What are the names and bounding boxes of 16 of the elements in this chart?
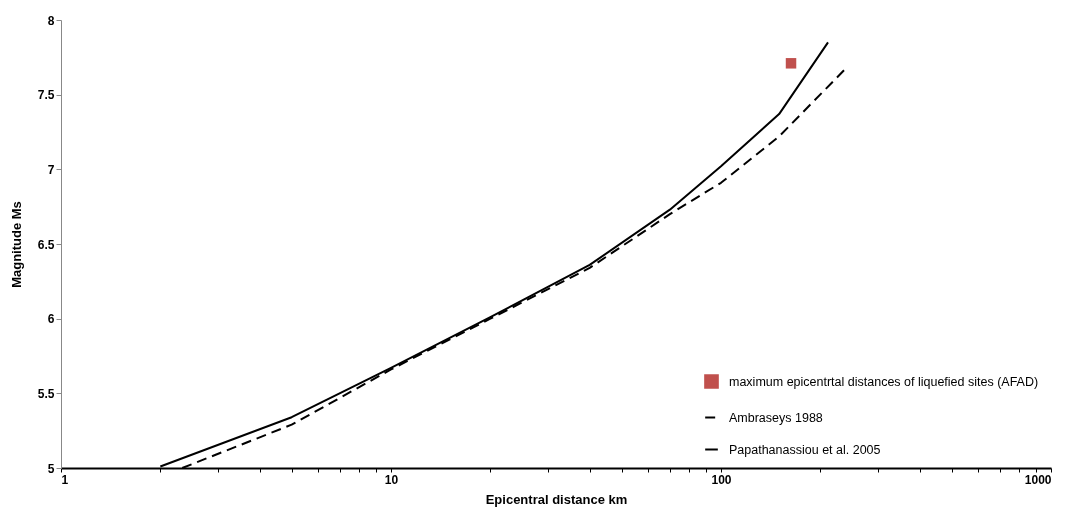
y-tick-label: 7 xyxy=(47,162,55,177)
x-tick-label: 1000 xyxy=(1024,472,1052,487)
x-axis-title: Epicentral distance km xyxy=(485,491,628,507)
x-tick-label: 100 xyxy=(711,472,732,487)
y-tick-label: 7.5 xyxy=(37,88,55,103)
legend-label: Papathanassiou et al. 2005 xyxy=(729,442,881,457)
y-tick-label: 5 xyxy=(47,461,55,476)
legend-label: maximum epicentrtal distances of liquefied sites (AFAD) xyxy=(729,374,1039,389)
y-tick-label: 5.5 xyxy=(37,386,55,401)
y-tick-label: 8 xyxy=(47,13,55,28)
y-tick-label: 6 xyxy=(47,312,55,327)
legend-label: Ambraseys 1988 xyxy=(729,410,823,425)
x-tick-label: 10 xyxy=(384,472,399,487)
y-tick-label: 6.5 xyxy=(37,237,55,252)
y-axis-title: Magnitude Ms xyxy=(8,201,24,288)
x-tick-label: 1 xyxy=(61,472,69,487)
